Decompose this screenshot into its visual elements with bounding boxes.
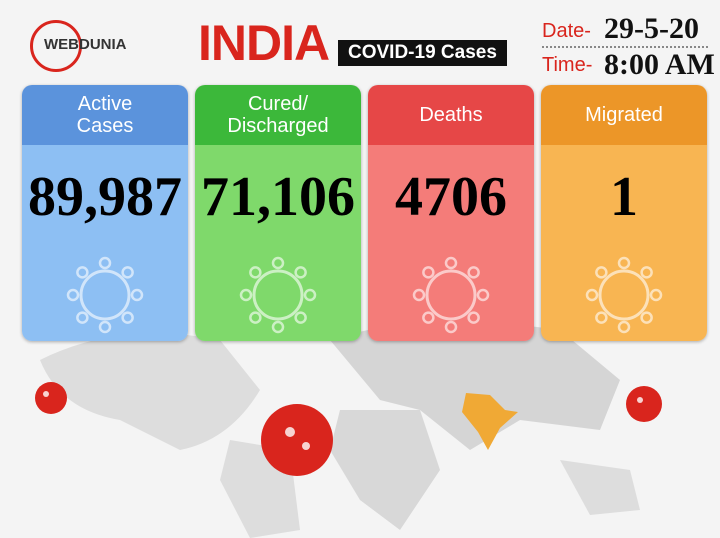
- virus-icon: [585, 256, 663, 334]
- virus-spike: [271, 320, 285, 334]
- virus-spike: [98, 256, 112, 270]
- virus-spike: [121, 311, 134, 324]
- title: INDIA: [198, 15, 330, 71]
- card-label: Cases: [76, 115, 134, 137]
- card-header: Active Cases: [22, 85, 188, 145]
- virus-icon: [412, 256, 490, 334]
- stat-card: Migrated 1: [541, 85, 707, 341]
- virus-spike: [412, 288, 426, 302]
- virus-body: [425, 269, 477, 321]
- card-body: 4706: [368, 145, 534, 341]
- card-label: Deaths: [419, 104, 483, 126]
- virus-spike: [239, 288, 253, 302]
- virus-spike: [467, 311, 480, 324]
- virus-spike: [640, 266, 653, 279]
- virus-spike: [422, 311, 435, 324]
- virus-body: [252, 269, 304, 321]
- stat-card: Active Cases 89,987: [22, 85, 188, 341]
- virus-spike: [249, 266, 262, 279]
- virus-spike: [595, 266, 608, 279]
- virus-icon: [239, 256, 317, 334]
- virus-spike: [98, 320, 112, 334]
- brand: WEBDUNIA: [44, 36, 127, 53]
- virus-spike: [76, 311, 89, 324]
- card-value: 1: [610, 166, 638, 228]
- stat-card: Deaths 4706: [368, 85, 534, 341]
- card-label: Cured/: [247, 93, 309, 115]
- card-body: 1: [541, 145, 707, 341]
- virus-spike: [294, 311, 307, 324]
- virus-spike: [121, 266, 134, 279]
- virus-spike: [617, 256, 631, 270]
- virus-body: [79, 269, 131, 321]
- virus-spike: [303, 288, 317, 302]
- date-label: Date-: [542, 20, 591, 42]
- card-value: 4706: [395, 166, 507, 228]
- divider: [542, 46, 708, 48]
- stat-card: Cured/Discharged 71,106: [195, 85, 361, 341]
- virus-spike: [467, 266, 480, 279]
- card-label: Active: [77, 93, 133, 115]
- card-header: Deaths: [368, 85, 534, 145]
- virus-icon: [66, 256, 144, 334]
- virus-spike: [249, 311, 262, 324]
- virus-spike: [422, 266, 435, 279]
- card-value: 89,987: [28, 166, 182, 228]
- subtitle: COVID-19 Cases: [338, 40, 507, 66]
- virus-spike: [640, 311, 653, 324]
- time: 8:00 AM: [604, 48, 715, 81]
- virus-spike: [444, 320, 458, 334]
- card-label: Migrated: [585, 104, 663, 126]
- virus-spike: [130, 288, 144, 302]
- card-body: 71,106: [195, 145, 361, 341]
- virus-spike: [617, 320, 631, 334]
- virus-spike: [271, 256, 285, 270]
- card-body: 89,987: [22, 145, 188, 341]
- virus-spike: [595, 311, 608, 324]
- virus-spike: [76, 266, 89, 279]
- card-header: Migrated: [541, 85, 707, 145]
- logo-ring: [30, 20, 82, 72]
- virus-spike: [476, 288, 490, 302]
- virus-spike: [444, 256, 458, 270]
- card-header: Cured/Discharged: [195, 85, 361, 145]
- card-label: Discharged: [227, 115, 329, 137]
- world-map: [35, 322, 662, 538]
- card-value: 71,106: [201, 166, 355, 228]
- virus-spike: [585, 288, 599, 302]
- virus-spike: [66, 288, 80, 302]
- date: 29-5-20: [604, 12, 699, 45]
- virus-spike: [649, 288, 663, 302]
- virus-body: [598, 269, 650, 321]
- time-label: Time-: [542, 54, 593, 76]
- virus-spike: [294, 266, 307, 279]
